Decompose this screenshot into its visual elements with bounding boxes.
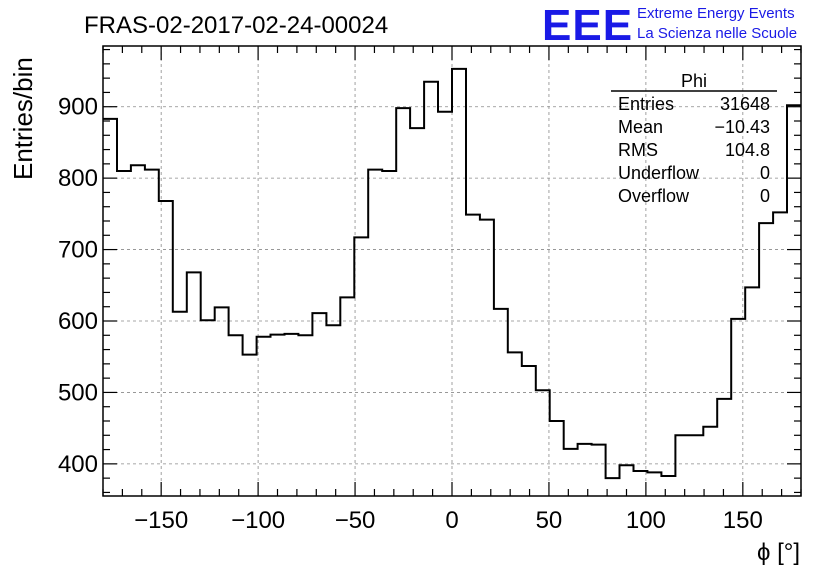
histogram-bin: [508, 352, 522, 496]
histogram-bin: [550, 421, 564, 496]
histogram-series: [103, 67, 801, 496]
histogram-bin: [312, 313, 326, 496]
logo-line-2: La Scienza nelle Scuole: [637, 25, 797, 42]
x-tick-label: 50: [536, 507, 563, 534]
histogram-bin: [173, 312, 187, 496]
y-tick-label: 400: [58, 451, 98, 478]
histogram-bin: [703, 427, 717, 496]
logo-line-1: Extreme Energy Events: [637, 5, 795, 22]
histogram-bin: [326, 325, 340, 496]
histogram-bin: [201, 320, 215, 496]
stats-box: Phi Entries 31648 Mean −10.43 RMS 104.8 Underf…: [611, 71, 777, 206]
stats-row-value: 0: [760, 186, 770, 206]
histogram-bin: [689, 435, 703, 496]
y-tick-label: 900: [58, 94, 98, 121]
x-tick-label: 100: [626, 507, 666, 534]
stats-row-value: −10.43: [714, 117, 770, 137]
histogram-bin: [103, 119, 117, 496]
stats-row-label: Underflow: [618, 163, 700, 183]
grid-lines: [103, 46, 801, 496]
histogram-bin: [354, 237, 368, 496]
stats-box-title: Phi: [681, 71, 707, 91]
histogram-line: [103, 67, 801, 480]
histogram-bin: [480, 220, 494, 496]
eee-logo: EEE Extreme Energy Events La Scienza nel…: [542, 1, 797, 50]
histogram-bin: [298, 335, 312, 496]
axis-tick-labels: −150 −100 −50 0 50 100 150 400 500 600 700 800 900: [58, 94, 763, 534]
histogram-bin: [243, 355, 257, 496]
stats-row-label: Overflow: [618, 186, 690, 206]
y-tick-label: 500: [58, 379, 98, 406]
histogram-bin: [131, 165, 145, 496]
histogram-bin: [396, 108, 410, 496]
histogram-bin: [536, 390, 550, 496]
y-axis-label: Entries/bin: [8, 57, 38, 180]
histogram-bin: [159, 201, 173, 496]
histogram-bin: [564, 449, 578, 496]
histogram-bin: [578, 444, 592, 496]
stats-row-value: 31648: [720, 94, 770, 114]
histogram-bin: [759, 223, 773, 496]
y-tick-label: 700: [58, 237, 98, 264]
histogram-bin: [257, 337, 271, 496]
histogram-bin: [731, 319, 745, 496]
histogram-bin: [229, 335, 243, 496]
histogram-bin: [675, 435, 689, 496]
histogram-bin: [117, 171, 131, 496]
histogram-bin: [592, 445, 606, 496]
histogram-bin: [647, 472, 661, 496]
histogram-bin: [284, 334, 298, 496]
stats-row-label: Entries: [618, 94, 674, 114]
stats-row-value: 104.8: [725, 140, 770, 160]
histogram-bin: [271, 335, 285, 496]
x-tick-label: 0: [445, 507, 458, 534]
histogram-bin: [717, 399, 731, 496]
x-tick-label: −150: [134, 507, 188, 534]
histogram-bin: [452, 69, 466, 496]
logo-letters: EEE: [542, 1, 633, 50]
histogram-bin: [466, 215, 480, 496]
stats-row-label: Mean: [618, 117, 663, 137]
x-tick-label: −100: [231, 507, 285, 534]
histogram-bin: [438, 112, 452, 496]
chart-title: FRAS-02-2017-02-24-00024: [84, 12, 388, 39]
histogram-bin: [745, 287, 759, 496]
histogram-bin: [424, 82, 438, 496]
histogram-bin: [522, 366, 536, 496]
x-tick-label: −50: [335, 507, 376, 534]
axis-ticks: [102, 46, 802, 496]
x-tick-label: 150: [723, 507, 763, 534]
histogram-bin: [382, 171, 396, 496]
histogram-bin: [773, 212, 787, 496]
stats-row-value: 0: [760, 163, 770, 183]
histogram-bin: [410, 128, 424, 496]
histogram-bin: [368, 170, 382, 496]
histogram-bin: [494, 309, 508, 496]
x-axis-label: ϕ [°]: [757, 539, 800, 566]
histogram-bin: [187, 272, 201, 496]
histogram-bin: [215, 307, 229, 496]
y-tick-label: 800: [58, 165, 98, 192]
histogram-bin: [340, 297, 354, 496]
histogram-bin: [145, 170, 159, 496]
y-tick-label: 600: [58, 308, 98, 335]
histogram-bin: [661, 476, 675, 496]
stats-row-label: RMS: [618, 140, 658, 160]
